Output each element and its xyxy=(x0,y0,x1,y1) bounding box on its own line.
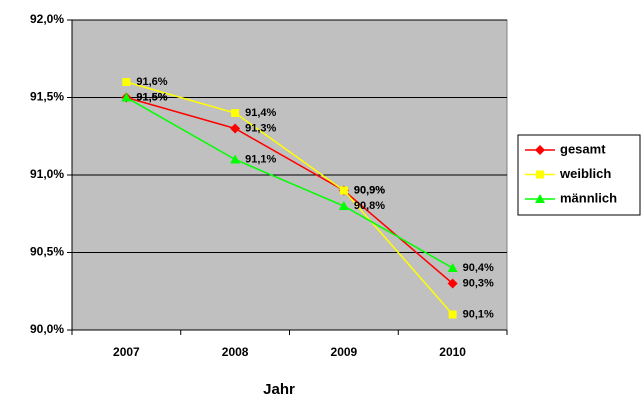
data-point xyxy=(230,123,241,134)
legend-marker xyxy=(536,170,544,179)
legend-label: gesamt xyxy=(560,141,606,156)
data-label: 90,4% xyxy=(463,262,494,274)
y-tick-label: 90,5% xyxy=(30,245,64,259)
y-tick-label: 91,5% xyxy=(30,90,64,104)
data-label: 91,3% xyxy=(245,122,276,134)
data-label: 91,1% xyxy=(245,153,276,165)
legend-marker xyxy=(535,194,545,203)
data-point xyxy=(230,154,241,164)
data-point xyxy=(339,186,348,195)
legend-label: weiblich xyxy=(559,166,611,181)
data-label: 91,5% xyxy=(136,91,167,103)
data-label: 90,9% xyxy=(354,184,385,196)
y-tick-label: 91,0% xyxy=(30,167,64,181)
data-label: 90,8% xyxy=(354,200,385,212)
x-axis-title: Jahr xyxy=(263,381,295,398)
data-point xyxy=(231,109,240,117)
data-point xyxy=(121,92,132,102)
x-tick-label: 2009 xyxy=(331,345,358,359)
data-point xyxy=(447,263,458,272)
data-label: 91,4% xyxy=(245,107,276,119)
data-point xyxy=(448,310,457,319)
data-label: 91,6% xyxy=(136,76,167,88)
x-tick-label: 2010 xyxy=(439,345,466,359)
legend-label: männlich xyxy=(560,190,617,205)
data-point xyxy=(122,78,131,86)
data-point xyxy=(338,201,349,210)
data-point xyxy=(447,278,458,289)
data-label: 91,5% xyxy=(136,91,167,103)
y-tick-label: 90,0% xyxy=(30,322,64,336)
legend-marker xyxy=(535,145,545,155)
series-line xyxy=(126,81,454,315)
data-label: 90,1% xyxy=(463,308,494,320)
y-tick-label: 92,0% xyxy=(30,12,64,26)
x-tick-label: 2007 xyxy=(113,345,140,359)
series-line xyxy=(126,96,453,269)
data-label: 90,3% xyxy=(463,277,494,289)
x-tick-label: 2008 xyxy=(222,345,249,359)
data-label: 90,9% xyxy=(354,184,385,196)
